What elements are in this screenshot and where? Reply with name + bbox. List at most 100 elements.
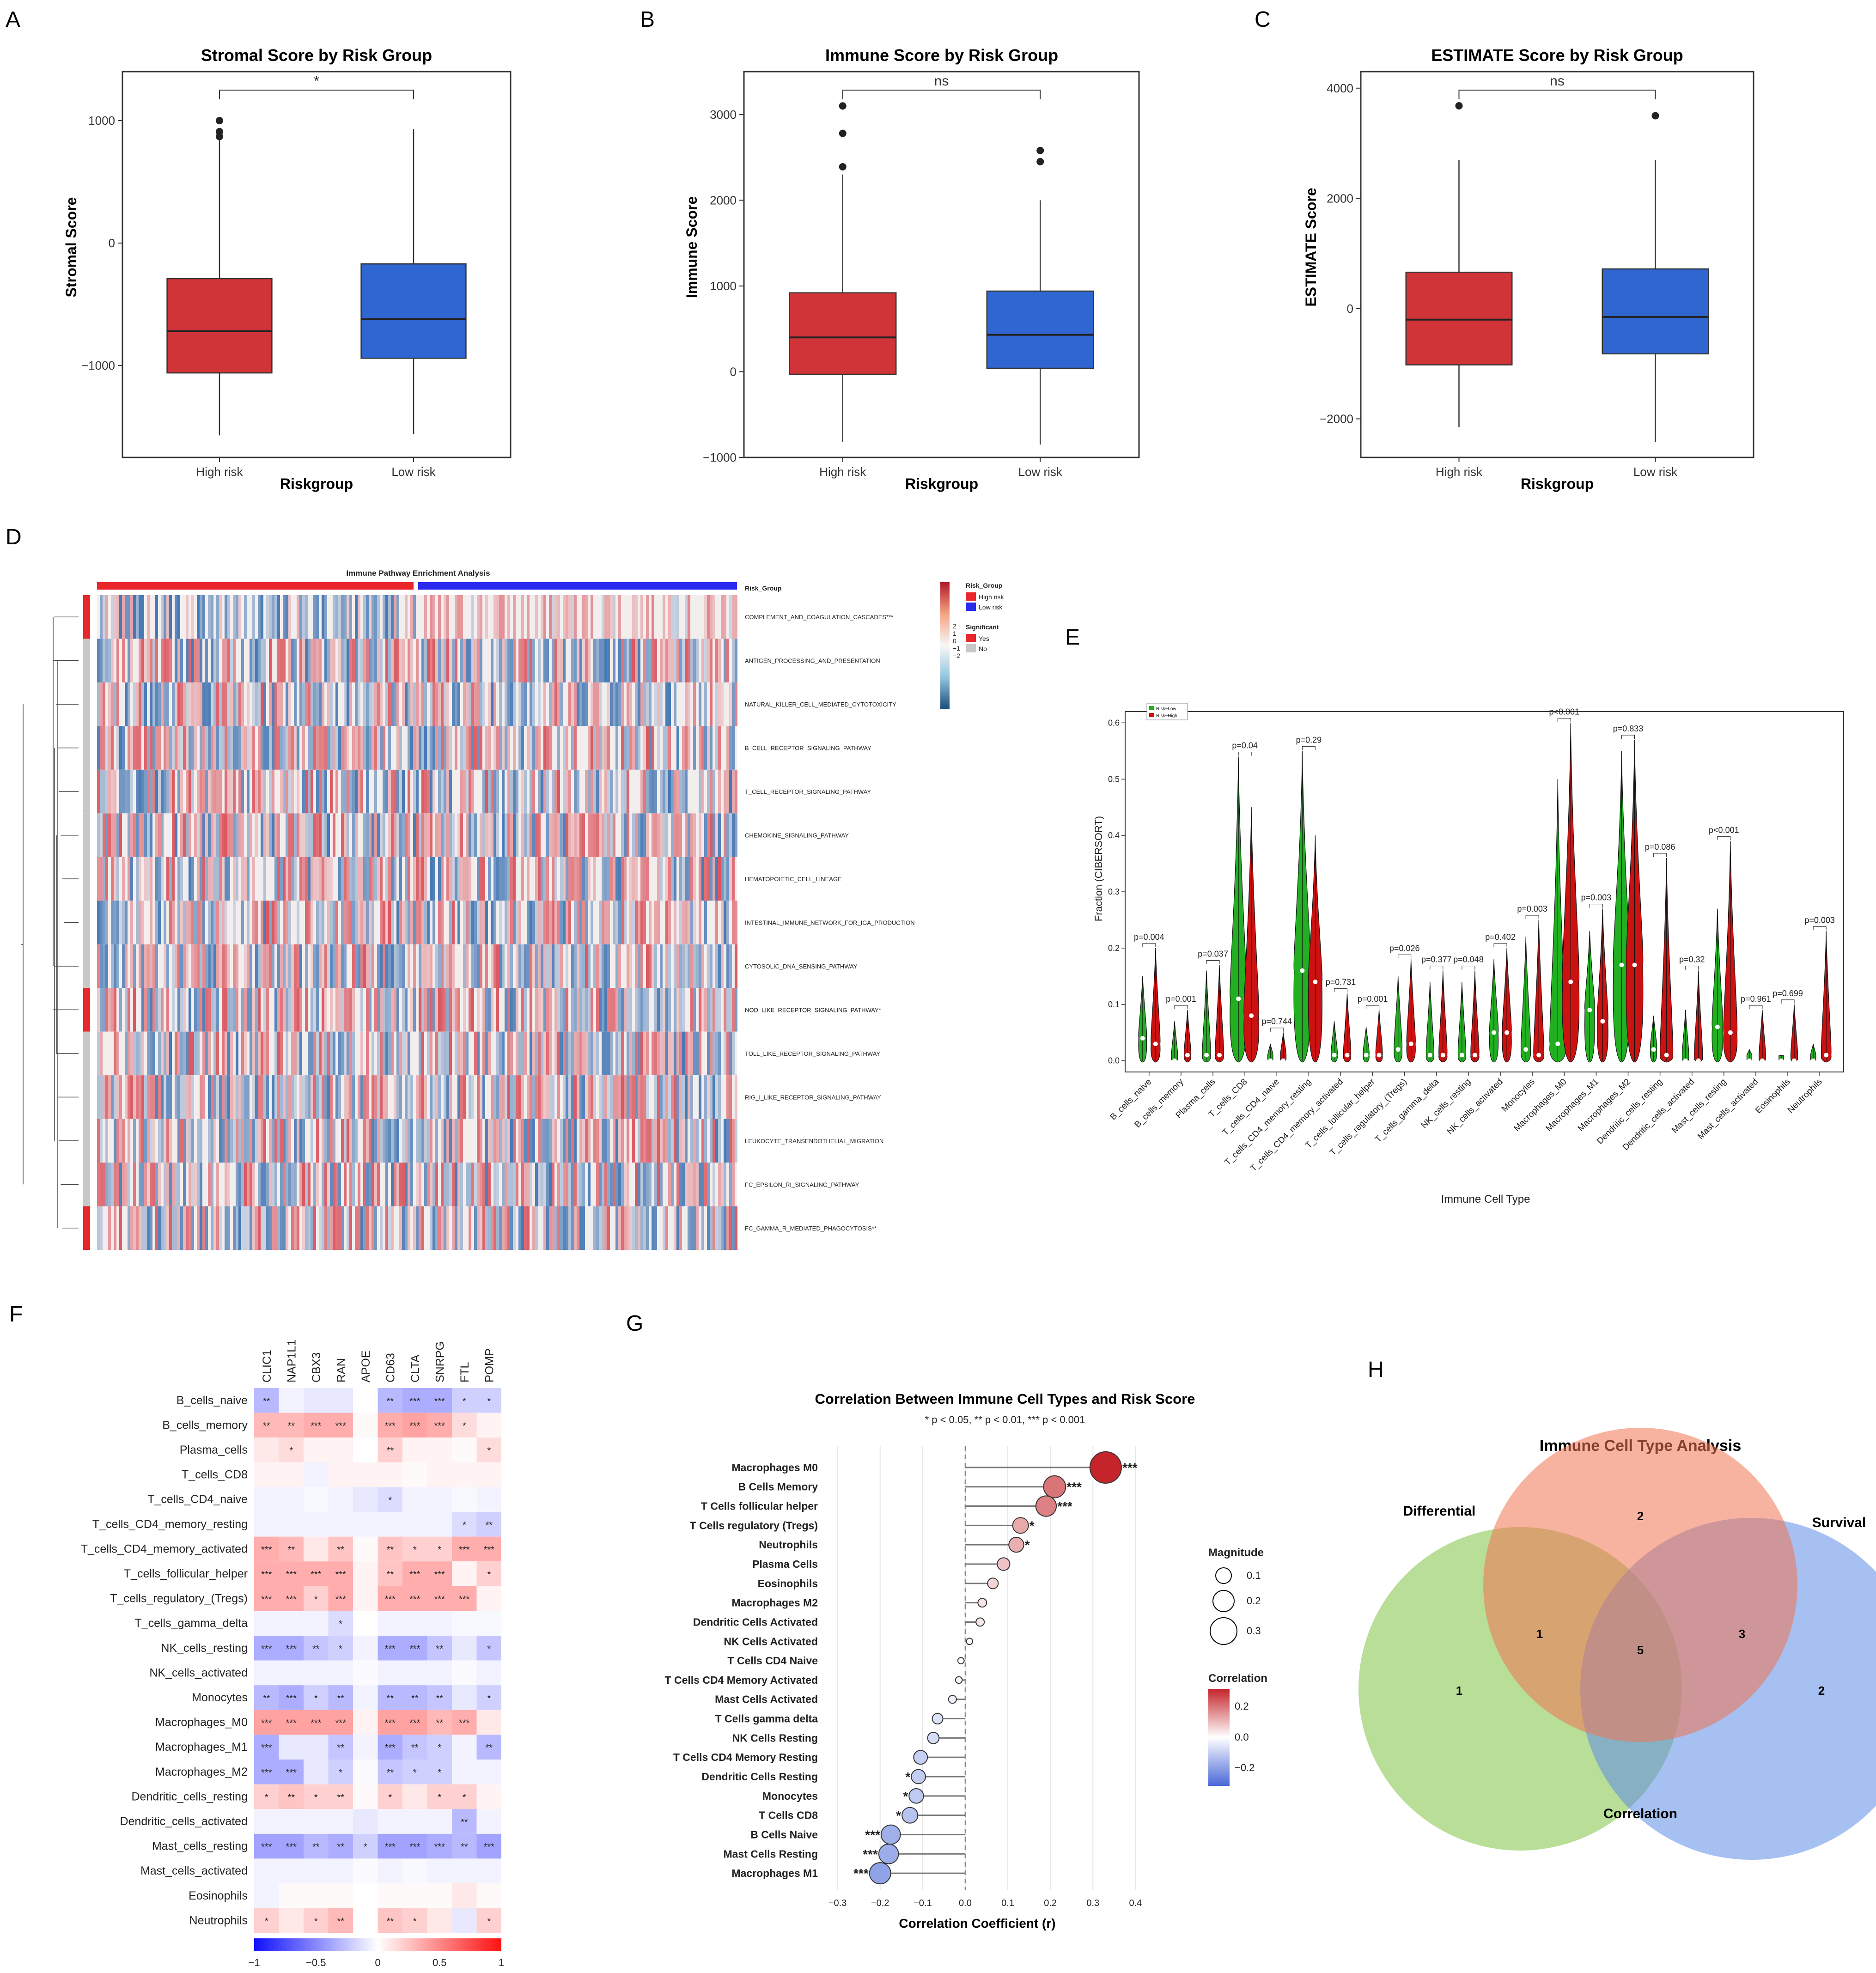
heatmap-cell <box>563 988 566 1032</box>
heatmap-cell <box>402 1660 427 1686</box>
heatmap-cell <box>133 595 136 639</box>
heatmap-cell <box>244 988 247 1032</box>
heatmap-cell <box>360 1206 363 1250</box>
heatmap-cell <box>227 944 230 988</box>
heatmap-cell <box>111 682 114 726</box>
heatmap-cell <box>543 857 546 901</box>
heatmap-cell <box>463 769 466 814</box>
significance-stars: *** <box>261 1768 272 1778</box>
heatmap-cell <box>471 944 474 988</box>
heatmap-cell <box>308 1163 311 1206</box>
heatmap-cell <box>566 944 568 988</box>
heatmap-cell <box>222 1031 225 1076</box>
heatmap-cell <box>582 901 585 944</box>
heatmap-cell <box>682 1031 685 1076</box>
heatmap-cell <box>191 682 194 726</box>
panel-b-immune-boxplot: Immune Score by Risk Group Riskgroup Imm… <box>683 46 1140 492</box>
heatmap-cell <box>718 1119 721 1163</box>
pvalue-bracket <box>1813 926 1827 931</box>
heatmap-cell <box>291 769 294 814</box>
heatmap-cell <box>316 857 319 901</box>
heatmap-cell <box>527 1163 530 1206</box>
heatmap-cell <box>427 1536 452 1562</box>
heatmap-cell <box>607 813 610 857</box>
heatmap-cell <box>378 1809 402 1834</box>
heatmap-cell <box>225 1163 227 1206</box>
significance-stars: ** <box>386 1768 394 1778</box>
heatmap-cell <box>269 813 272 857</box>
heatmap-cell <box>147 944 150 988</box>
x-tick-label: 0.4 <box>1129 1898 1142 1908</box>
heatmap-cell <box>735 813 737 857</box>
heatmap-cell <box>202 857 205 901</box>
heatmap-cell <box>735 639 737 682</box>
heatmap-cell <box>105 988 108 1032</box>
heatmap-cell <box>155 901 158 944</box>
heatmap-cell <box>457 901 460 944</box>
heatmap-cell <box>532 1031 535 1076</box>
heatmap-cell <box>549 988 552 1032</box>
heatmap-cell <box>410 901 413 944</box>
heatmap-cell <box>328 1586 353 1611</box>
significance-stars: * <box>487 1916 491 1926</box>
lollipop-point <box>1008 1536 1024 1553</box>
significance-stars: *** <box>434 1570 445 1580</box>
heatmap-cell <box>477 1075 480 1119</box>
heatmap-cell <box>311 1031 313 1076</box>
heatmap-cell <box>108 726 111 770</box>
violin-median-high <box>1696 1058 1701 1063</box>
heatmap-cell <box>560 1031 563 1076</box>
heatmap-cell <box>352 769 355 814</box>
heatmap-cell <box>685 726 688 770</box>
heatmap-cell <box>604 901 607 944</box>
heatmap-cell <box>682 1163 685 1206</box>
heatmap-cell <box>690 813 693 857</box>
heatmap-cell <box>543 726 546 770</box>
heatmap-cell <box>169 1163 172 1206</box>
heatmap-cell <box>202 901 205 944</box>
heatmap-cell <box>505 1119 507 1163</box>
heatmap-cell <box>299 682 302 726</box>
heatmap-cell <box>213 901 216 944</box>
heatmap-cell <box>657 1075 660 1119</box>
heatmap-cell <box>254 1437 279 1462</box>
heatmap-cell <box>485 1206 488 1250</box>
heatmap-cell <box>613 1119 615 1163</box>
panel-d-legend-high-swatch <box>966 592 976 601</box>
heatmap-cell <box>144 726 147 770</box>
heatmap-cell <box>574 639 577 682</box>
heatmap-cell <box>258 1119 261 1163</box>
heatmap-cell <box>638 1163 640 1206</box>
heatmap-cell <box>227 769 230 814</box>
heatmap-cell <box>402 639 405 682</box>
heatmap-cell <box>158 1031 161 1076</box>
heatmap-cell <box>513 857 516 901</box>
heatmap-cell <box>538 726 541 770</box>
heatmap-cell <box>663 639 665 682</box>
heatmap-cell <box>579 813 582 857</box>
heatmap-cell <box>158 901 161 944</box>
heatmap-cell <box>574 1075 577 1119</box>
cell-type-label: T Cells CD4 Memory Activated <box>665 1674 818 1686</box>
heatmap-cell <box>250 944 252 988</box>
heatmap-cell <box>286 769 288 814</box>
heatmap-cell <box>657 857 660 901</box>
heatmap-cell <box>635 1163 638 1206</box>
significance-annotation <box>83 1163 90 1206</box>
heatmap-cell <box>200 857 202 901</box>
heatmap-cell <box>505 1075 507 1119</box>
heatmap-cell <box>177 1075 180 1119</box>
heatmap-cell <box>424 944 427 988</box>
heatmap-cell <box>665 1031 668 1076</box>
heatmap-cell <box>679 1163 682 1206</box>
heatmap-cell <box>496 639 499 682</box>
heatmap-cell <box>607 1119 610 1163</box>
heatmap-cell <box>139 813 141 857</box>
heatmap-cell <box>191 769 194 814</box>
heatmap-cell <box>380 901 383 944</box>
heatmap-cell <box>116 1031 119 1076</box>
cell-type-label: Mast_cells_activated <box>140 1864 248 1877</box>
heatmap-cell <box>518 1119 521 1163</box>
heatmap-cell <box>496 1075 499 1119</box>
heatmap-cell <box>671 1163 674 1206</box>
